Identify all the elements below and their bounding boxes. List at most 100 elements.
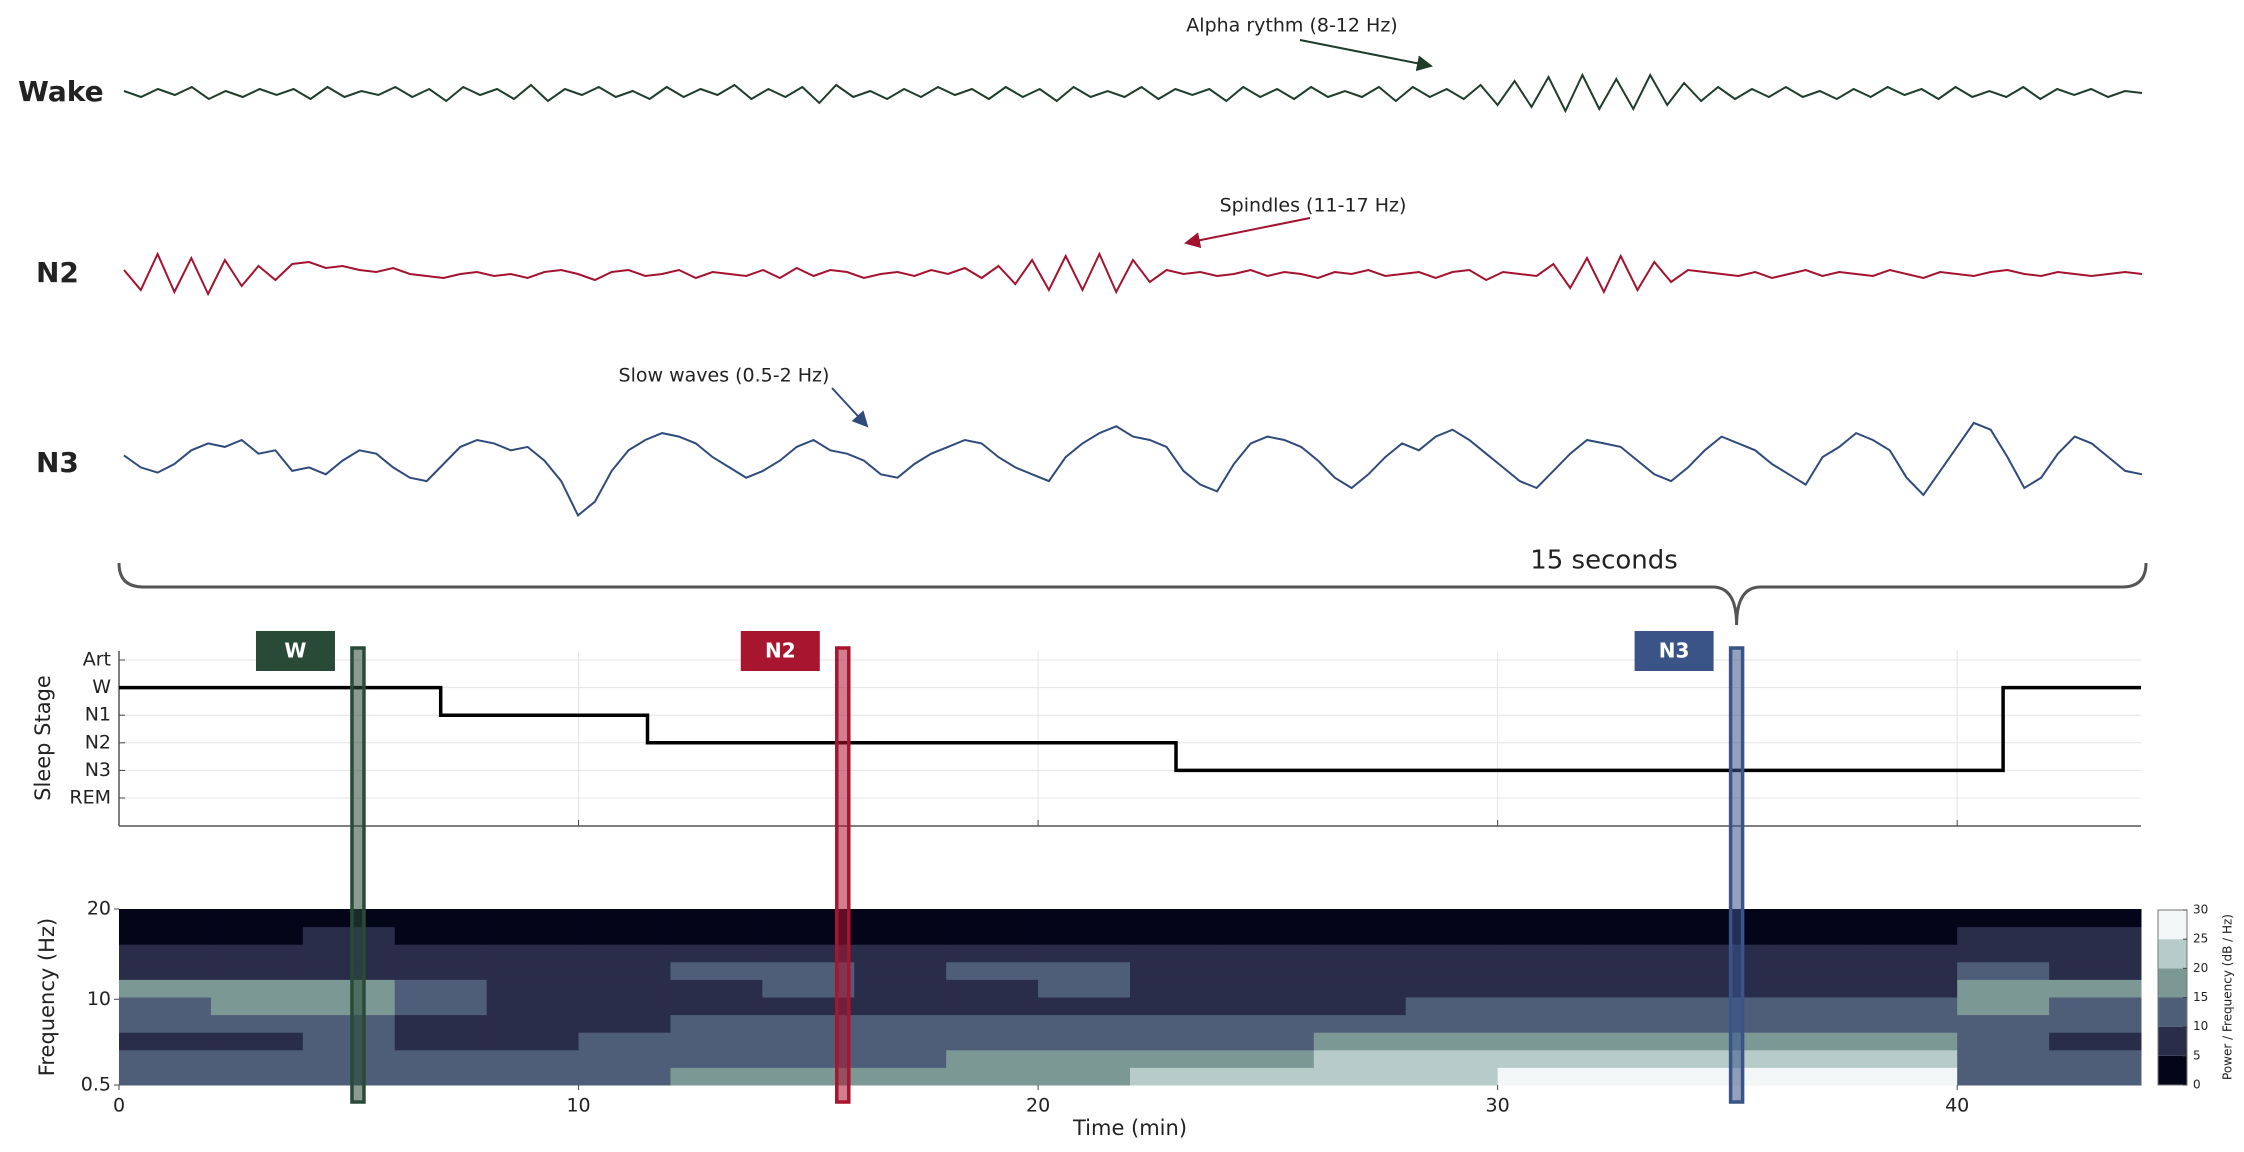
hypnogram-line (119, 685, 2141, 773)
heatmap-cell (1681, 1032, 1774, 1051)
heatmap-cell (670, 1014, 763, 1033)
heatmap-cell (210, 1049, 304, 1068)
heatmap-cell (1589, 997, 1682, 1016)
heatmap-cell (1221, 961, 1315, 980)
heatmap-cell (2049, 997, 2142, 1016)
heatmap-cell (486, 997, 580, 1016)
heatmap-cell (854, 1049, 947, 1068)
annotation-arrow (1184, 217, 1311, 249)
heatmap-cell (1773, 1067, 1866, 1086)
heatmap-cell (670, 979, 763, 998)
heatmap-cell (1038, 909, 1131, 928)
heatmap-cell (1589, 961, 1682, 980)
heatmap-cell (210, 979, 304, 998)
heatmap-cell (2049, 909, 2142, 928)
heatmap-cell (2049, 961, 2142, 980)
heatmap-cell (670, 926, 763, 945)
heatmap-cell (1497, 1067, 1591, 1086)
heatmap-cell (1865, 997, 1958, 1016)
heatmap-cell (1038, 944, 1131, 963)
heatmap-cell (1957, 961, 2050, 980)
heatmap-cell (578, 1067, 671, 1086)
heatmap-cell (762, 1067, 855, 1086)
heatmap-cell (1773, 1032, 1866, 1051)
heatmap-cell (1773, 997, 1866, 1016)
heatmap-cell (578, 909, 671, 928)
annotation: Slow waves (0.5-2 Hz) (619, 365, 830, 387)
heatmap-cell (1497, 961, 1591, 980)
heatmap-cell (486, 1014, 580, 1033)
heatmap-cell (486, 926, 580, 945)
y-tick-label: Art (83, 649, 111, 671)
heatmap-cell (762, 997, 855, 1016)
stage-box (1634, 631, 1714, 671)
heatmap-cell (1221, 997, 1315, 1016)
heatmap-cell (1405, 1014, 1499, 1033)
heatmap-cell (1773, 1014, 1866, 1033)
heatmap-cell (1773, 909, 1866, 928)
colorbar-swatch (2158, 1026, 2187, 1056)
y-tick-label: 0.5 (81, 1074, 111, 1096)
heatmap-cell (1130, 1067, 1223, 1086)
heatmap-cell (1130, 997, 1223, 1016)
x-tick-label: 10 (566, 1095, 590, 1117)
heatmap-cell (1497, 979, 1591, 998)
heatmap-cell (578, 1049, 671, 1068)
heatmap-cell (1497, 1032, 1591, 1051)
heatmap-cell (1957, 1032, 2050, 1051)
annotation-arrow (1299, 39, 1433, 72)
colorbar-tick-label: 15 (2193, 990, 2208, 1004)
heatmap-cell (762, 1032, 855, 1051)
y-tick-label: N3 (85, 759, 111, 781)
heatmap-cell (210, 1014, 304, 1033)
heatmap-cell (946, 944, 1039, 963)
heatmap-cell (210, 909, 304, 928)
heatmap-cell (1957, 1049, 2050, 1068)
stage-box-label: W (284, 639, 306, 663)
heatmap-cell (1865, 979, 1958, 998)
stage-highlight (835, 646, 851, 1104)
trace-label: N2 (36, 256, 79, 289)
stage-highlight (350, 646, 366, 1104)
stage-highlight (1728, 646, 1745, 1104)
colorbar-swatch (2158, 997, 2187, 1027)
heatmap-cell (1130, 1049, 1223, 1068)
annotation: Alpha rythm (8-12 Hz) (1186, 15, 1397, 37)
heatmap-cell (762, 926, 855, 945)
y-axis-label: Sleep Stage (31, 675, 55, 801)
heatmap-cell (119, 926, 212, 945)
heatmap-cell (2049, 926, 2142, 945)
heatmap-cell (394, 997, 488, 1016)
heatmap-cell (1681, 997, 1774, 1016)
heatmap-cell (302, 961, 396, 980)
heatmap-cell (854, 926, 947, 945)
heatmap-cell (394, 1049, 488, 1068)
heatmap-cell (2049, 979, 2142, 998)
heatmap-cell (1405, 1049, 1499, 1068)
y-tick-label: W (92, 676, 111, 698)
heatmap-cell (1313, 926, 1407, 945)
heatmap-cell (578, 926, 671, 945)
heatmap-cell (119, 909, 212, 928)
heatmap-cell (1038, 1049, 1131, 1068)
heatmap-cell (1957, 909, 2050, 928)
heatmap-cell (1038, 997, 1131, 1016)
heatmap-cell (1865, 926, 1958, 945)
heatmap-cell (578, 1014, 671, 1033)
heatmap-cell (1038, 961, 1131, 980)
heatmap-cell (1221, 1049, 1315, 1068)
heatmap-cell (1038, 926, 1131, 945)
y-axis-label: Frequency (Hz) (35, 918, 59, 1076)
heatmap-cell (394, 1067, 488, 1086)
heatmap-cell (119, 961, 212, 980)
heatmap-cell (119, 1014, 212, 1033)
heatmap-cell (1405, 979, 1499, 998)
heatmap-cell (1038, 1032, 1131, 1051)
x-axis-label: Time (min) (1072, 1116, 1187, 1140)
heatmap-cell (486, 944, 580, 963)
x-tick-label: 30 (1486, 1095, 1510, 1117)
heatmap-cell (486, 1067, 580, 1086)
heatmap-cell (119, 1067, 212, 1086)
